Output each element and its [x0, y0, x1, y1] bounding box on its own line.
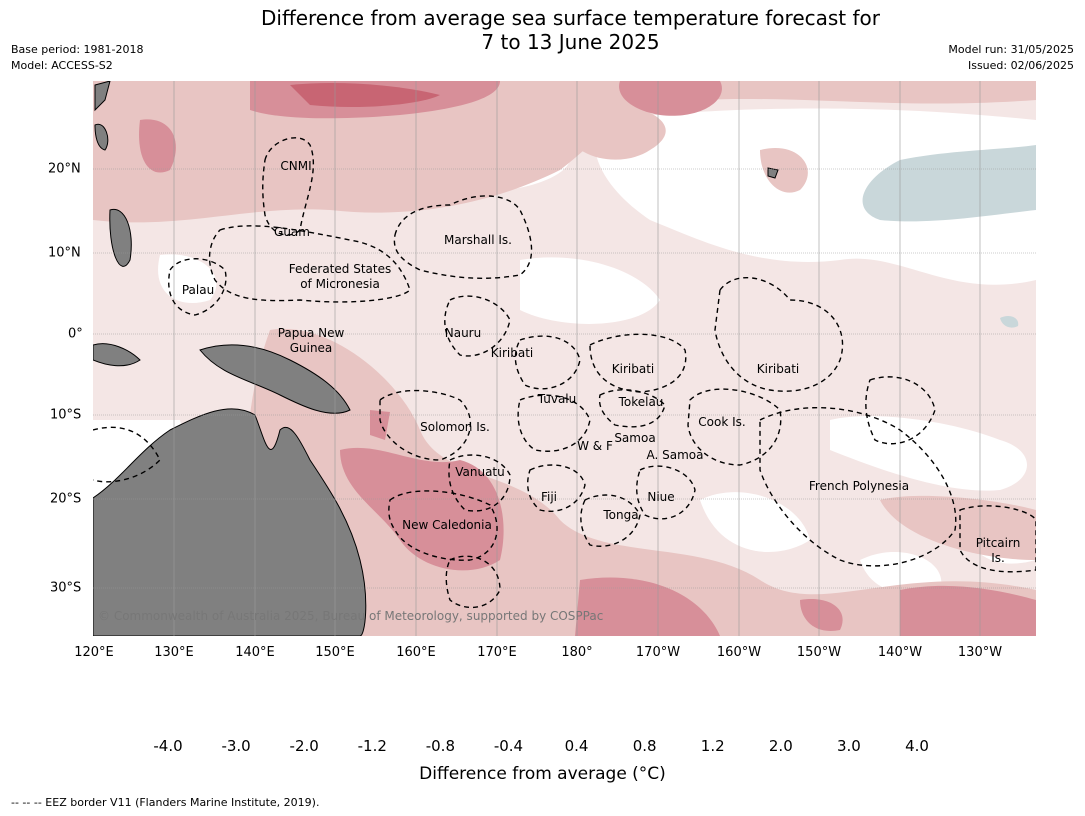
- lon-label: 160°W: [716, 645, 762, 660]
- colorbar-tick-label: -3.0: [221, 737, 251, 755]
- label-american-samoa: A. Samoa: [647, 448, 704, 462]
- lat-label: 30°S: [50, 580, 82, 596]
- colorbar-title: Difference from average (°C): [419, 764, 666, 784]
- landmass: [93, 81, 779, 636]
- label-png-line1: Papua New: [278, 326, 345, 340]
- label-guam: Guam: [274, 225, 310, 239]
- region-labels: CNMI Guam Marshall Is. Federated States …: [182, 159, 1020, 565]
- colorbar-tick-label: -1.2: [357, 737, 387, 755]
- label-tonga: Tonga: [602, 508, 638, 522]
- title-line-1: Difference from average sea surface temp…: [260, 6, 880, 30]
- base-period: Base period: 1981-2018: [11, 43, 144, 56]
- sst-anomaly-map: CNMI Guam Marshall Is. Federated States …: [93, 81, 1036, 636]
- model-name: Model: ACCESS-S2: [11, 59, 113, 72]
- colorbar-tick-label: 3.0: [836, 737, 861, 755]
- very-warm-areas: [290, 83, 440, 107]
- model-run-date: Model run: 31/05/2025: [948, 43, 1074, 56]
- colorbar-tick-label: -0.4: [493, 737, 524, 755]
- label-palau: Palau: [182, 283, 214, 297]
- colorbar-tick-label: -2.0: [289, 737, 319, 755]
- lat-label: 20°N: [48, 161, 81, 177]
- label-cnmi: CNMI: [280, 159, 311, 173]
- lon-label: 150°E: [315, 645, 355, 660]
- label-samoa: Samoa: [614, 431, 655, 445]
- lat-label: 20°S: [50, 491, 82, 507]
- label-tuvalu: Tuvalu: [537, 392, 577, 406]
- label-new-caledonia: New Caledonia: [402, 518, 492, 532]
- colorbar-tick-label: -0.8: [425, 737, 455, 755]
- lon-label: 140°E: [235, 645, 275, 660]
- lon-label: 180°: [561, 645, 593, 660]
- lat-label: 0°: [68, 326, 83, 342]
- meta-right: Model run: 31/05/2025 Issued: 02/06/2025: [948, 42, 1074, 74]
- label-solomon-is: Solomon Is.: [420, 420, 490, 434]
- lon-label: 170°E: [477, 645, 517, 660]
- indonesia: [93, 343, 141, 367]
- label-french-polynesia: French Polynesia: [809, 479, 909, 493]
- label-kiribati-west: Kiribati: [491, 346, 533, 360]
- label-png-line2: Guinea: [290, 341, 333, 355]
- colorbar-tick-label: 4.0: [905, 737, 929, 755]
- label-cook-is: Cook Is.: [698, 415, 745, 429]
- label-pitcairn-line1: Pitcairn: [976, 536, 1021, 550]
- australia: [93, 408, 367, 636]
- meta-left: Base period: 1981-2018 Model: ACCESS-S2: [11, 42, 143, 74]
- colorbar-tick-label: 2.0: [768, 737, 793, 755]
- philippines: [109, 208, 132, 267]
- lat-label: 10°S: [50, 407, 82, 423]
- map-title: Difference from average sea surface temp…: [0, 6, 1085, 54]
- label-niue: Niue: [647, 490, 674, 504]
- lon-label: 150°W: [796, 645, 842, 660]
- colorbar-tick-label: -4.0: [153, 737, 183, 755]
- title-line-2: 7 to 13 June 2025: [481, 30, 660, 54]
- lat-label: 10°N: [48, 245, 81, 261]
- colorbar-tick-label: 0.8: [632, 737, 657, 755]
- label-vanuatu: Vanuatu: [455, 465, 505, 479]
- label-marshall-is: Marshall Is.: [444, 233, 512, 247]
- label-kiribati-east: Kiribati: [757, 362, 799, 376]
- graticule: [93, 81, 1036, 636]
- lon-label: 170°W: [635, 645, 681, 660]
- new-guinea: [199, 344, 351, 414]
- label-pitcairn-line2: Is.: [991, 551, 1005, 565]
- copyright-watermark: © Commonwealth of Australia 2025, Bureau…: [98, 609, 604, 623]
- label-nauru: Nauru: [445, 326, 481, 340]
- label-kiribati-central: Kiribati: [612, 362, 654, 376]
- label-wallis-futuna: W & F: [577, 439, 613, 453]
- label-fsm-line2: of Micronesia: [300, 277, 380, 291]
- lon-label: 160°E: [396, 645, 436, 660]
- colorbar-tick-label: 1.2: [700, 737, 725, 755]
- label-fiji: Fiji: [541, 490, 557, 504]
- lon-label: 140°W: [877, 645, 923, 660]
- eez-borders: [93, 137, 1036, 609]
- colorbar-tick-label: 0.4: [564, 737, 589, 755]
- label-fsm-line1: Federated States: [289, 262, 391, 276]
- lon-label: 130°W: [957, 645, 1003, 660]
- label-tokelau: Tokelau: [618, 395, 664, 409]
- cool-anomaly-areas: [862, 145, 1036, 328]
- taiwan: [94, 123, 109, 151]
- issued-date: Issued: 02/06/2025: [967, 59, 1074, 72]
- lon-label: 130°E: [154, 645, 194, 660]
- eez-footnote: -- -- -- EEZ border V11 (Flanders Marine…: [11, 796, 320, 809]
- lon-label: 120°E: [74, 645, 114, 660]
